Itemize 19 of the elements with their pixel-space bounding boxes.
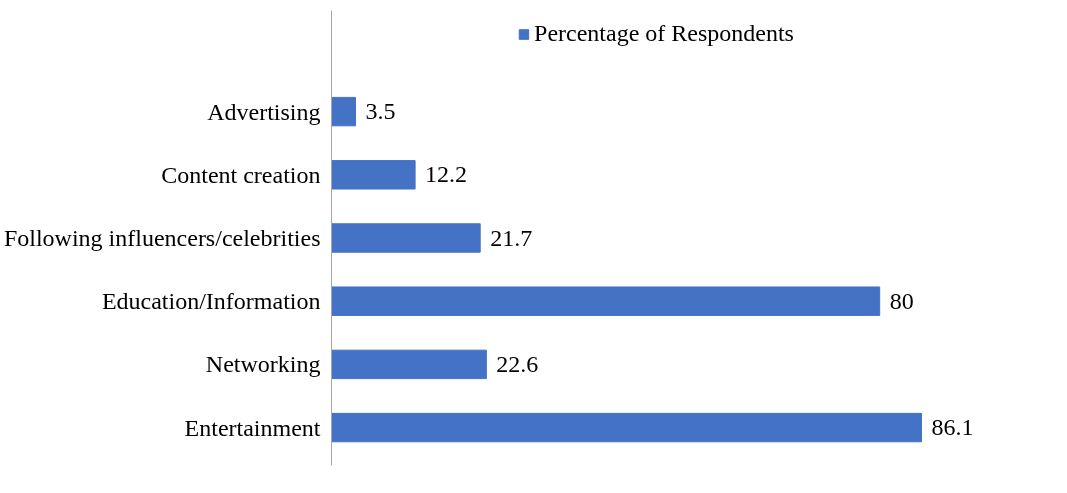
data-label: 21.7 xyxy=(490,224,533,251)
y-tick-label: Content creation xyxy=(161,161,321,188)
bar xyxy=(331,349,487,380)
bar xyxy=(331,223,481,253)
data-label: 86.1 xyxy=(931,414,974,441)
y-tick-label: Entertainment xyxy=(184,414,321,441)
data-label: 12.2 xyxy=(425,161,468,188)
bar xyxy=(331,412,922,443)
data-label: 80 xyxy=(889,287,914,314)
legend-label: Percentage of Respondents xyxy=(534,20,794,47)
bar xyxy=(331,286,881,316)
bar xyxy=(331,96,356,127)
bar xyxy=(331,160,416,190)
data-label: 22.6 xyxy=(496,350,539,377)
y-tick-label: Following influencers/celebrities xyxy=(3,225,321,251)
y-tick-label: Advertising xyxy=(207,98,321,125)
y-tick-label: Networking xyxy=(205,351,321,378)
y-tick-label: Education/Information xyxy=(101,288,321,315)
data-label: 3.5 xyxy=(365,98,396,125)
